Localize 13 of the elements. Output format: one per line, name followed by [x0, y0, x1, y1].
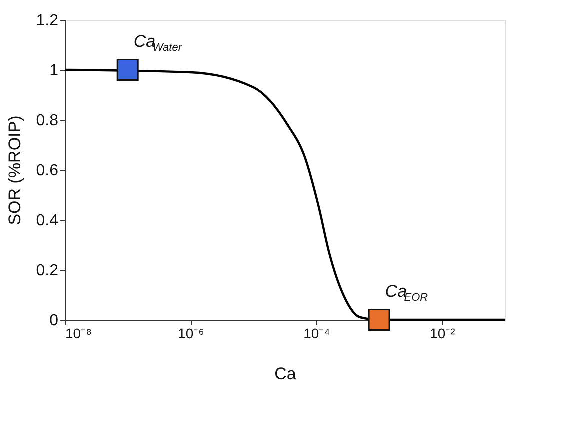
y-tick-label: 1.2 [36, 12, 59, 30]
y-tick-label: 0 [50, 312, 59, 330]
x-tick-label: 10⁻⁴ [304, 326, 330, 342]
x-tick-label: 10⁻⁶ [178, 326, 204, 342]
x-tick-label: 10⁻⁸ [66, 326, 92, 342]
y-tick-label: 0.4 [36, 212, 59, 230]
x-axis-title: Ca [274, 364, 297, 384]
y-tick-label: 0.6 [36, 162, 59, 180]
x-tick-label: 10⁻² [430, 326, 456, 342]
y-tick-label: 0.2 [36, 262, 59, 280]
y-tick-label: 0.8 [36, 112, 59, 130]
y-axis-title: SOR (%ROIP) [5, 116, 24, 226]
y-tick-label: 1 [50, 62, 59, 80]
